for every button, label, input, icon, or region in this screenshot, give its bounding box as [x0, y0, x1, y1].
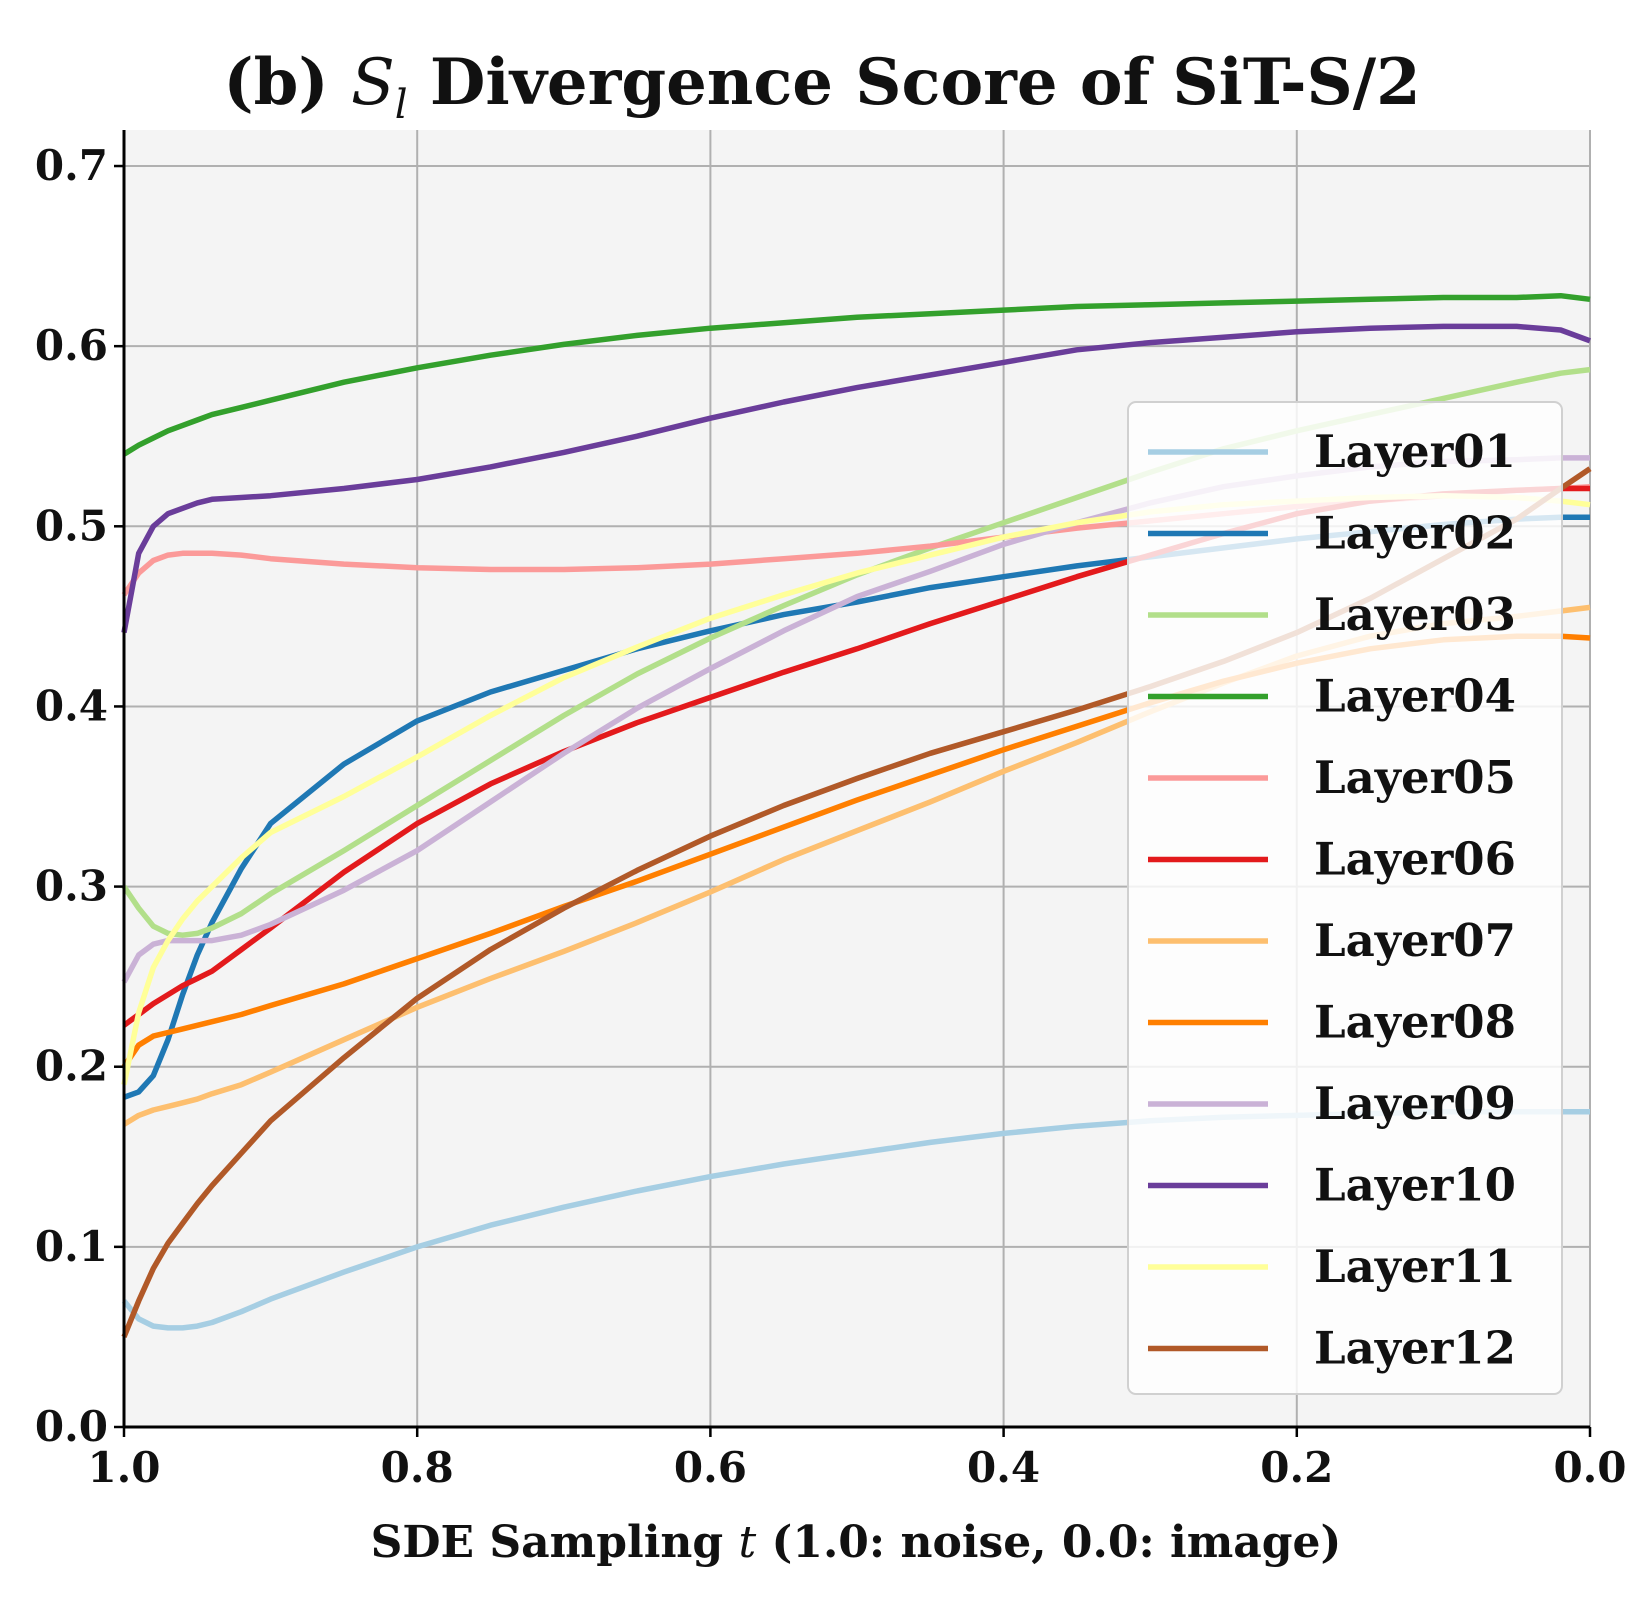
legend-label: Layer11: [1314, 1240, 1516, 1293]
x-axis-label: SDE Sampling t (1.0: noise, 0.0: image): [371, 1517, 1342, 1568]
y-tick-label: 0.2: [35, 1042, 108, 1091]
x-tick-label: 0.6: [674, 1443, 747, 1492]
tick-labels: 1.0 0.8 0.6 0.4 0.2 0.0 0.0 0.1 0.2 0.3 0.4 0.5 0.6 0…: [35, 141, 1627, 1492]
series-line-layer10: [121, 323, 1591, 634]
x-tick-label: 0.8: [381, 1443, 454, 1492]
y-tick-label: 0.3: [35, 862, 108, 911]
y-tick-label: 0.5: [35, 501, 108, 550]
legend-label: Layer06: [1314, 833, 1516, 886]
y-tick-label: 0.1: [35, 1222, 108, 1271]
x-tick-label: 0.4: [967, 1443, 1040, 1492]
legend-label: Layer08: [1314, 996, 1516, 1049]
legend-label: Layer09: [1314, 1077, 1516, 1130]
y-tick-label: 0.7: [35, 141, 108, 190]
legend-label: Layer10: [1314, 1159, 1516, 1212]
x-tick-label: 1.0: [87, 1443, 160, 1492]
legend-frame: [1127, 401, 1563, 1395]
legend: Layer01 Layer02 Layer03 Layer04 Layer05 Layer…: [1127, 401, 1563, 1395]
legend-label: Layer07: [1314, 914, 1516, 967]
legend-label: Layer04: [1314, 670, 1516, 723]
x-tick-label: 0.0: [1553, 1443, 1626, 1492]
legend-label: Layer01: [1314, 425, 1516, 478]
chart-title: (b) Sl Divergence Score of SiT-S/2: [223, 45, 1420, 128]
legend-label: Layer03: [1314, 588, 1516, 641]
y-tick-label: 0.6: [35, 321, 108, 370]
legend-label: Layer02: [1314, 507, 1516, 560]
x-tick-label: 0.2: [1260, 1443, 1333, 1492]
y-tick-label: 0.0: [35, 1402, 108, 1451]
legend-label: Layer12: [1314, 1322, 1516, 1375]
y-tick-label: 0.4: [35, 681, 108, 730]
legend-label: Layer05: [1314, 751, 1516, 804]
series-line-layer04: [122, 292, 1591, 457]
